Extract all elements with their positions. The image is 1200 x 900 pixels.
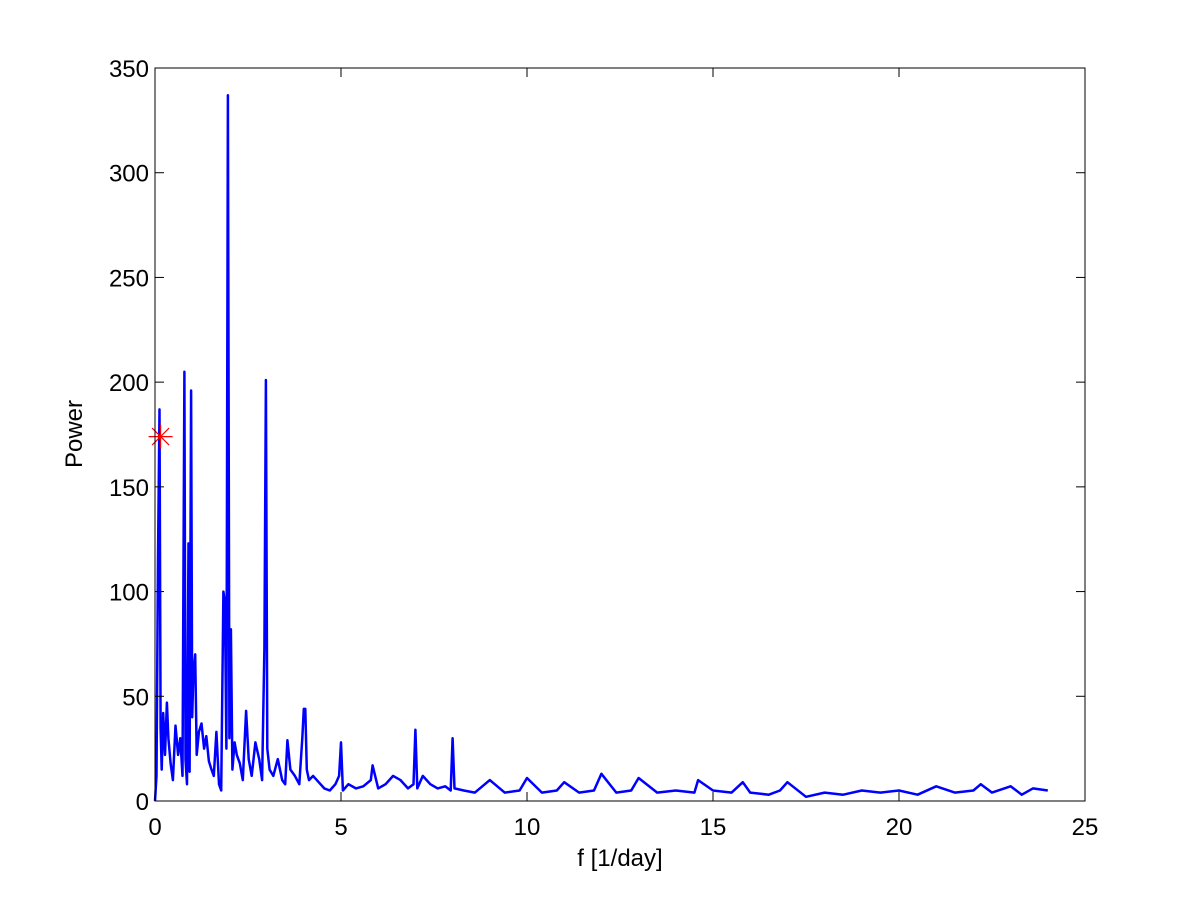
x-tick-label: 5 — [334, 814, 347, 841]
axes-box — [154, 67, 1086, 802]
y-tick-label: 350 — [109, 56, 149, 83]
series-layer — [153, 93, 1048, 802]
y-axis-ticks: 0 50 100 150 200 250 300 350 — [109, 56, 1085, 816]
y-tick-label: 0 — [136, 789, 149, 816]
x-axis-label: f [1/day] — [577, 845, 662, 872]
y-tick-label: 200 — [109, 370, 149, 397]
y-tick-label: 250 — [109, 265, 149, 292]
plot-area — [155, 68, 1085, 801]
y-tick-label: 150 — [109, 475, 149, 502]
y-tick-label: 300 — [109, 161, 149, 188]
x-tick-label: 20 — [886, 814, 913, 841]
x-tick-label: 0 — [148, 814, 161, 841]
power-spectrum-line — [153, 93, 1048, 802]
x-tick-label: 25 — [1072, 814, 1099, 841]
x-tick-label: 10 — [514, 814, 541, 841]
x-tick-label: 15 — [700, 814, 727, 841]
y-tick-label: 100 — [109, 580, 149, 607]
highlight-asterisk-marker — [148, 424, 173, 449]
x-axis-ticks: 0 5 10 15 20 25 — [148, 68, 1098, 841]
y-tick-label: 50 — [122, 684, 149, 711]
marker-layer — [148, 424, 173, 449]
y-axis-label: Power — [61, 400, 88, 468]
